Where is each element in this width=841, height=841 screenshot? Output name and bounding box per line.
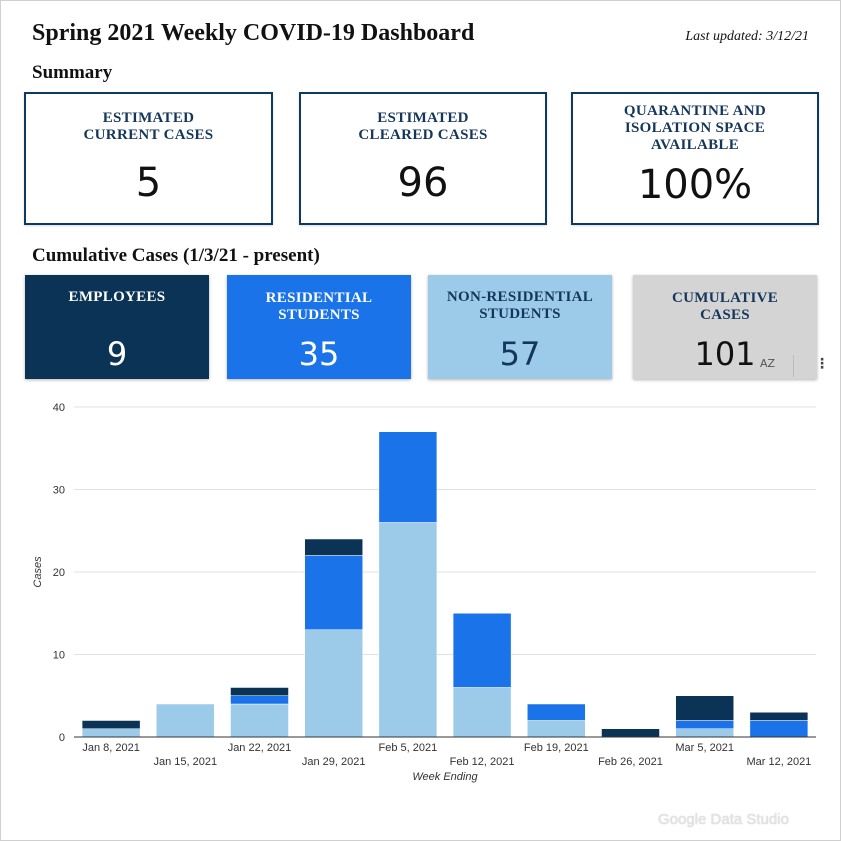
bar-segment — [230, 703, 289, 738]
cleared-cases-card: ESTIMATED CLEARED CASES 96 — [299, 92, 547, 225]
cumulative-cases-card: CUMULATIVE CASES 101 — [633, 275, 817, 379]
bar-segment — [81, 720, 141, 729]
bar-segment — [304, 629, 363, 738]
x-tick-label: Jan 15, 2021 — [153, 756, 217, 768]
summary-heading: Summary — [32, 62, 113, 83]
bar-segment — [230, 695, 289, 705]
bar-segment — [156, 703, 215, 738]
google-data-studio-watermark: Google Data Studio — [658, 811, 789, 828]
cumulative-heading: Cumulative Cases (1/3/21 - present) — [32, 245, 320, 266]
x-tick-label: Mar 5, 2021 — [675, 742, 734, 754]
x-axis-title: Week Ending — [412, 771, 478, 783]
bar-segment — [749, 720, 809, 738]
bar-segment — [675, 720, 734, 729]
x-tick-label: Jan 29, 2021 — [302, 756, 366, 768]
y-tick-label: 20 — [53, 567, 65, 579]
residential-students-value: 35 — [298, 335, 340, 373]
current-cases-value: 5 — [135, 160, 162, 206]
cleared-cases-value: 96 — [397, 160, 449, 206]
y-tick-label: 40 — [53, 402, 65, 414]
residential-students-label: RESIDENTIAL STUDENTS — [265, 290, 373, 323]
bar-segment — [601, 728, 660, 738]
more-options-icon[interactable]: ⋮ — [815, 356, 829, 372]
bar-segment — [378, 522, 438, 738]
bar-segment — [527, 703, 586, 721]
quarantine-space-label: QUARANTINE AND ISOLATION SPACE AVAILABLE — [623, 103, 767, 153]
bar-segment — [452, 687, 512, 738]
x-tick-label: Mar 12, 2021 — [746, 756, 811, 768]
y-axis-title: Cases — [32, 556, 44, 588]
cumulative-cases-label: CUMULATIVE CASES — [671, 290, 779, 323]
quarantine-space-card: QUARANTINE AND ISOLATION SPACE AVAILABLE… — [571, 92, 819, 225]
residential-students-card: RESIDENTIAL STUDENTS 35 — [227, 275, 411, 379]
last-updated-label: Last updated: 3/12/21 — [685, 29, 809, 44]
employees-value: 9 — [106, 335, 128, 373]
bar-segment — [527, 720, 586, 738]
x-tick-label: Jan 22, 2021 — [228, 742, 292, 754]
cumulative-cases-value: 101 — [694, 335, 756, 373]
bar-segment — [675, 695, 734, 721]
current-cases-label: ESTIMATED CURRENT CASES — [83, 110, 214, 143]
bar-segment — [230, 687, 289, 696]
x-tick-label: Feb 5, 2021 — [379, 742, 438, 754]
quarantine-space-value: 100% — [637, 162, 753, 208]
current-cases-card: ESTIMATED CURRENT CASES 5 — [24, 92, 273, 225]
bar-segment — [452, 613, 512, 688]
x-tick-label: Jan 8, 2021 — [82, 742, 140, 754]
x-tick-label: Feb 19, 2021 — [524, 742, 589, 754]
x-tick-label: Feb 12, 2021 — [450, 756, 515, 768]
y-tick-label: 30 — [53, 485, 65, 497]
weekly-cases-chart: 0 10 20 30 40 Jan 8, 2021 Jan 15, 2021 Jan 22, … — [32, 402, 816, 783]
bar-segment — [378, 431, 438, 523]
y-tick-label: 10 — [53, 650, 65, 662]
sort-az-icon[interactable]: AZ — [760, 357, 776, 370]
non-residential-students-label: NON-RESIDENTIAL STUDENTS — [446, 289, 594, 322]
toolbar-separator — [793, 355, 794, 377]
non-residential-students-value: 57 — [499, 335, 541, 373]
employees-label: EMPLOYEES — [68, 289, 166, 305]
bar-segment — [81, 728, 141, 738]
bar-segment — [749, 712, 809, 721]
cleared-cases-label: ESTIMATED CLEARED CASES — [358, 110, 488, 143]
employees-card: EMPLOYEES 9 — [25, 275, 209, 379]
x-tick-label: Feb 26, 2021 — [598, 756, 663, 768]
dashboard-title: Spring 2021 Weekly COVID-19 Dashboard — [32, 20, 475, 46]
y-tick-label: 0 — [59, 732, 65, 744]
bar-segment — [675, 728, 734, 738]
bar-segment — [304, 538, 363, 556]
bar-segment — [304, 555, 363, 630]
non-residential-students-card: NON-RESIDENTIAL STUDENTS 57 — [428, 275, 612, 379]
